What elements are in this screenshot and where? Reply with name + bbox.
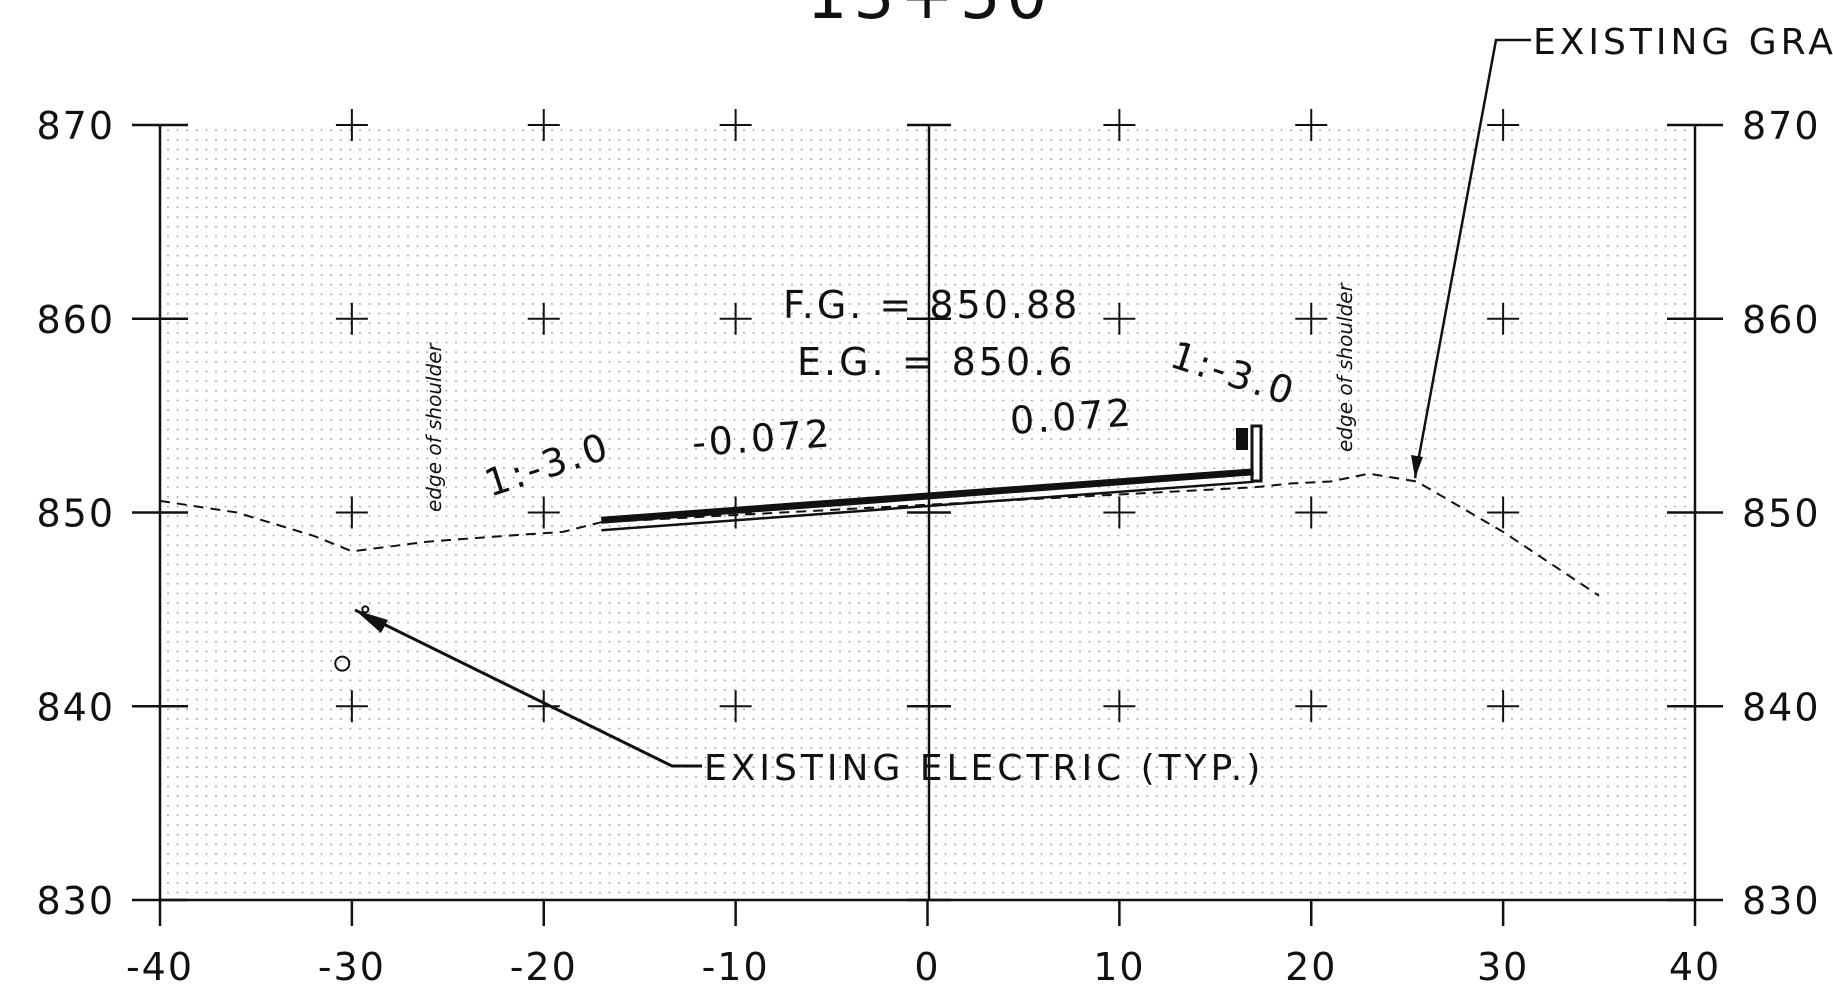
x-tick-label: 10 bbox=[1093, 945, 1145, 989]
right-edge-of-shoulder-label: edge of shoulder bbox=[1333, 281, 1357, 452]
y-tick-label-right: 840 bbox=[1742, 685, 1821, 729]
curb-block bbox=[1236, 428, 1248, 450]
x-tick-label: -20 bbox=[510, 945, 578, 989]
y-tick-label-right: 870 bbox=[1742, 104, 1821, 148]
y-tick-label-left: 860 bbox=[36, 298, 115, 342]
left-edge-of-shoulder-label: edge of shoulder bbox=[422, 341, 446, 512]
x-tick-label: 0 bbox=[914, 945, 940, 989]
x-tick-label: 30 bbox=[1477, 945, 1529, 989]
y-tick-label-left: 840 bbox=[36, 685, 115, 729]
y-tick-label-right: 830 bbox=[1742, 879, 1821, 923]
axis-ticks bbox=[132, 123, 1723, 926]
y-tick-labels: 830 830 840 840 850 850 860 860 870 870 bbox=[36, 104, 1821, 923]
y-tick-label-left: 850 bbox=[36, 492, 115, 536]
x-tick-label: -10 bbox=[702, 945, 770, 989]
x-tick-label: 40 bbox=[1669, 945, 1721, 989]
existing-grade-leader-line bbox=[1413, 38, 1531, 479]
right-cross-slope-label: 0.072 bbox=[1009, 390, 1136, 443]
existing-grade-label: EXISTING GRA bbox=[1533, 22, 1833, 63]
proposed-grade-line bbox=[601, 468, 1254, 524]
x-tick-label: -30 bbox=[318, 945, 386, 989]
y-tick-label-left: 830 bbox=[36, 879, 115, 923]
existing-grade-leader-arrowhead bbox=[1411, 455, 1423, 478]
electric-marker-dot bbox=[361, 605, 370, 614]
x-tick-label: 20 bbox=[1285, 945, 1337, 989]
curb-post bbox=[1250, 424, 1263, 483]
existing-electric-label: EXISTING ELECTRIC (TYP.) bbox=[704, 748, 1264, 789]
y-tick-label-right: 850 bbox=[1742, 492, 1821, 536]
station-title: 13+50 bbox=[807, 0, 1054, 34]
left-cross-slope-label: -0.072 bbox=[691, 411, 834, 465]
proposed-grade-base-line bbox=[601, 480, 1254, 532]
y-tick-label-right: 860 bbox=[1742, 298, 1821, 342]
x-tick-label: -40 bbox=[126, 945, 194, 989]
y-tick-label-left: 870 bbox=[36, 104, 115, 148]
finished-grade-label: F.G. = 850.88 bbox=[783, 283, 1080, 327]
electric-marker-circle bbox=[334, 655, 351, 672]
existing-ground-line bbox=[159, 472, 1600, 597]
electric-leader-line bbox=[354, 608, 702, 768]
existing-ground-label: E.G. = 850.6 bbox=[797, 340, 1075, 384]
electric-leader-arrowhead bbox=[355, 610, 388, 633]
x-tick-labels: -40 -30 -20 -10 0 10 20 30 40 bbox=[126, 945, 1721, 989]
